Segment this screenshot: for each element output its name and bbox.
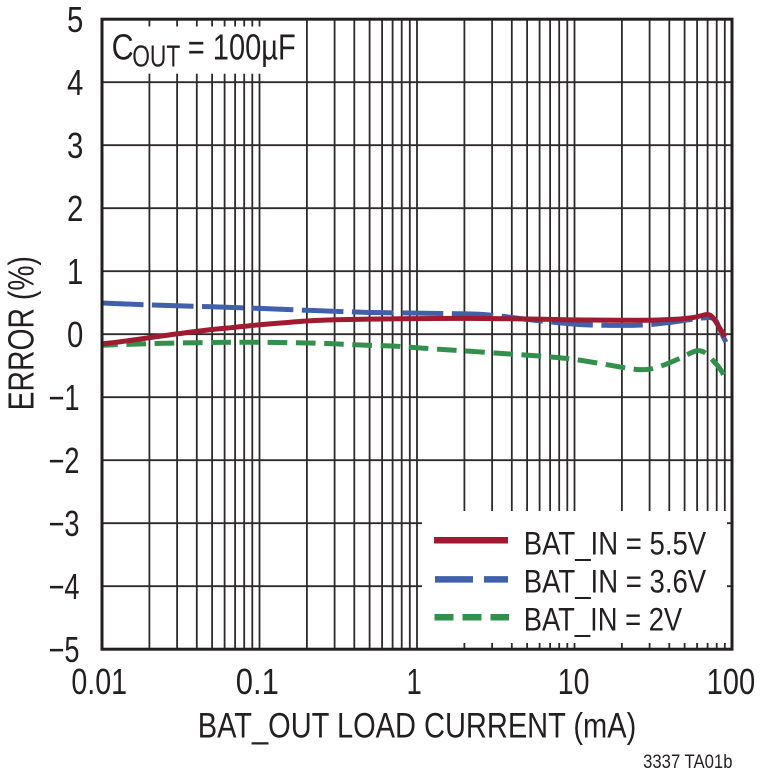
svg-text:10: 10: [558, 661, 590, 702]
svg-text:4: 4: [67, 62, 83, 103]
svg-text:0: 0: [67, 314, 83, 355]
svg-text:= 100µF: = 100µF: [188, 26, 296, 67]
svg-text:100: 100: [707, 661, 756, 702]
svg-text:C: C: [112, 26, 134, 67]
svg-text:0.01: 0.01: [71, 661, 127, 702]
svg-text:BAT_OUT LOAD CURRENT (mA): BAT_OUT LOAD CURRENT (mA): [198, 707, 637, 746]
svg-text:3: 3: [67, 125, 83, 166]
svg-text:−3: −3: [49, 503, 80, 544]
svg-text:−5: −5: [49, 629, 80, 670]
svg-text:BAT_IN = 3.6V: BAT_IN = 3.6V: [524, 564, 707, 600]
svg-text:−4: −4: [49, 566, 80, 607]
svg-text:2: 2: [67, 188, 83, 229]
svg-text:1: 1: [406, 661, 421, 702]
svg-text:3337 TA01b: 3337 TA01b: [643, 751, 733, 773]
svg-text:5: 5: [67, 0, 83, 40]
svg-text:−2: −2: [49, 440, 80, 481]
svg-text:BAT_IN = 2V: BAT_IN = 2V: [524, 602, 683, 638]
svg-text:1: 1: [67, 251, 83, 292]
svg-text:−1: −1: [49, 377, 80, 418]
svg-text:OUT: OUT: [132, 38, 180, 73]
svg-text:ERROR (%): ERROR (%): [1, 256, 42, 410]
svg-text:0.1: 0.1: [236, 661, 279, 702]
svg-text:BAT_IN = 5.5V: BAT_IN = 5.5V: [524, 526, 707, 562]
